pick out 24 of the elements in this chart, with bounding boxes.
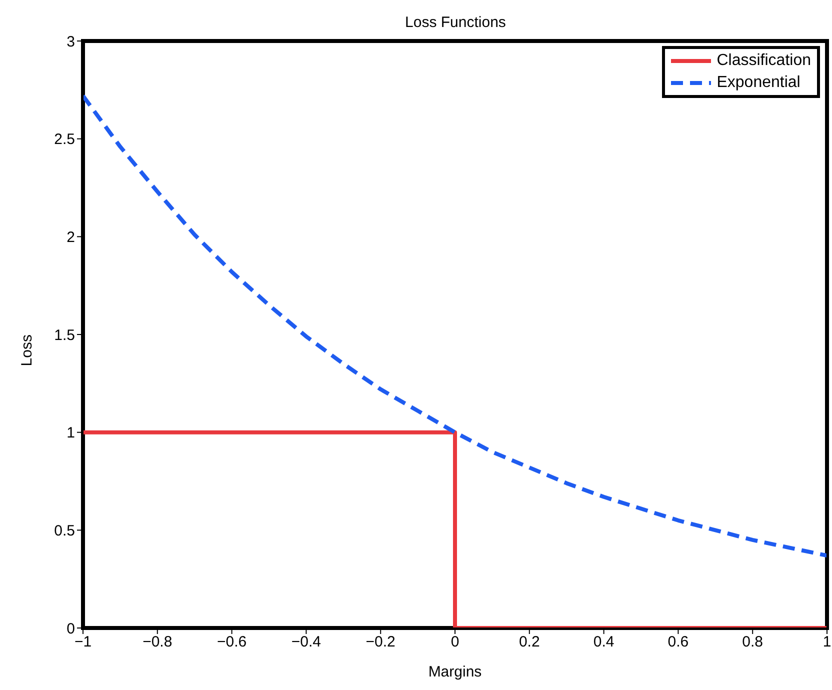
- x-tick-label: 0.4: [593, 634, 614, 651]
- y-tick-label: 1.5: [54, 326, 75, 344]
- legend-label: Exponential: [716, 73, 800, 93]
- x-tick-label: 1: [822, 634, 832, 651]
- x-tick-label: −1: [74, 634, 92, 651]
- y-tick-label: 2: [66, 228, 75, 246]
- x-tick-label: −0.6: [216, 634, 247, 651]
- line-series: [83, 94, 827, 558]
- y-tick-label: 0: [66, 620, 75, 638]
- y-tick-label: 0.5: [54, 522, 75, 540]
- legend-label: Classification: [716, 51, 811, 71]
- x-tick-label: −0.2: [366, 634, 396, 651]
- x-tick-label: 0.6: [668, 634, 689, 651]
- y-tick-label: 2.5: [54, 131, 75, 148]
- x-tick-label: 0.8: [742, 634, 764, 651]
- x-tick-label: −0.4: [291, 634, 322, 651]
- x-axis-title: Margins: [428, 664, 482, 681]
- x-tick-label: −0.8: [142, 634, 172, 651]
- x-tick-label: 0: [450, 634, 460, 651]
- x-tick-label: 0.2: [518, 634, 540, 651]
- y-axis-title: Loss: [18, 334, 36, 366]
- chart-title: Loss Functions: [404, 14, 507, 31]
- y-tick-label: 1: [66, 424, 75, 442]
- y-tick-label: 3: [66, 33, 75, 50]
